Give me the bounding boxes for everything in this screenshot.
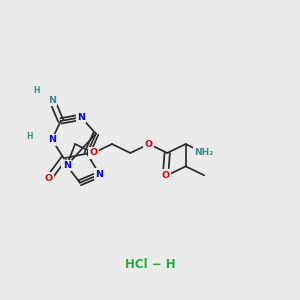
Text: N: N [95, 170, 104, 179]
Text: O: O [45, 174, 53, 183]
Text: O: O [161, 171, 169, 180]
Text: N: N [48, 135, 56, 144]
Text: O: O [89, 148, 98, 158]
Text: H: H [27, 132, 33, 141]
Text: HCl − H: HCl − H [125, 258, 175, 271]
Text: O: O [145, 140, 153, 148]
Text: N: N [63, 161, 71, 170]
Text: N: N [77, 113, 85, 122]
Text: H: H [33, 86, 40, 95]
Text: NH₂: NH₂ [194, 148, 214, 158]
Text: N: N [48, 96, 56, 105]
